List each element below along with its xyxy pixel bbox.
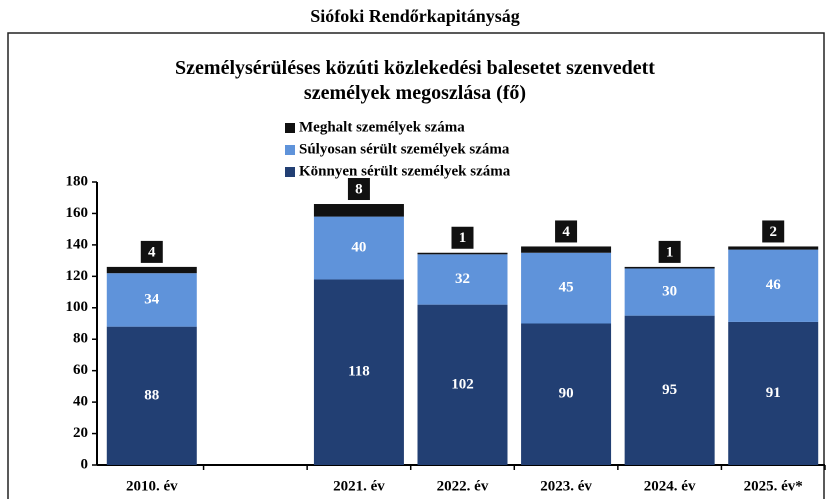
bar-segment [417,304,508,465]
y-tick-label: 20 [73,425,88,441]
y-tick-label: 120 [66,268,89,284]
legend-label: Meghalt személyek száma [299,119,465,135]
value-label: 1 [459,230,467,246]
x-tick-label: 2024. év [644,478,696,494]
value-label: 40 [351,239,366,255]
y-tick-label: 180 [66,173,89,189]
value-label: 4 [562,224,570,240]
y-tick-label: 0 [81,456,89,472]
value-label: 34 [144,291,160,307]
bar-segment [728,321,819,465]
value-label-box [451,226,474,249]
legend-swatch [285,145,295,155]
x-tick-label: 2010. év [126,478,178,494]
value-label-box [140,240,163,263]
bar-segment [417,254,508,305]
bar-segment [521,252,612,324]
value-label: 30 [662,283,677,299]
value-label-box [658,240,681,263]
value-label: 118 [348,364,370,380]
legend-label: Könnyen sérült személyek száma [299,163,511,179]
legend-label: Súlyosan sérült személyek száma [299,141,510,157]
legend-swatch [285,167,295,177]
bar-segment [313,279,404,465]
x-tick-label: 2021. év [333,478,385,494]
bar-segment [106,326,197,465]
bar-segment [313,216,404,280]
y-tick-label: 80 [73,331,88,347]
bar-segment [313,204,404,217]
x-tick-label: 2023. év [540,478,592,494]
value-label: 88 [144,387,159,403]
value-label: 95 [662,382,677,398]
y-tick-label: 160 [66,205,89,221]
value-label: 8 [355,181,363,197]
bar-segment [106,273,197,327]
value-label: 90 [559,386,574,402]
frame [7,32,825,499]
bar-segment [624,268,715,316]
value-label: 91 [766,385,781,401]
value-label: 2 [769,224,777,240]
chart-title: Személysérüléses közúti közlekedési bale… [175,57,655,104]
value-label: 32 [455,271,470,287]
value-label: 46 [766,277,782,293]
legend-swatch [285,123,295,133]
bar-segment [521,323,612,465]
bar-segment [728,246,819,250]
value-label: 4 [148,244,156,260]
bar-segment [728,249,819,322]
value-label-box [762,220,785,243]
value-label: 1 [666,244,674,260]
x-tick-label: 2025. év* [744,478,803,494]
value-label: 45 [559,280,574,296]
value-label-box [347,178,370,201]
y-tick-label: 60 [73,362,88,378]
y-tick-label: 40 [73,394,88,410]
page-title: Siófoki Rendőrkapitányság [310,6,520,26]
value-label-box [555,220,578,243]
y-tick-label: 100 [66,299,89,315]
bar-segment [624,315,715,465]
bar-segment [521,246,612,253]
bar-segment [624,266,715,269]
bar-segment [106,266,197,274]
bar-segment [417,252,508,255]
y-tick-label: 140 [66,236,89,252]
x-tick-label: 2022. év [437,478,489,494]
value-label: 102 [451,376,474,392]
